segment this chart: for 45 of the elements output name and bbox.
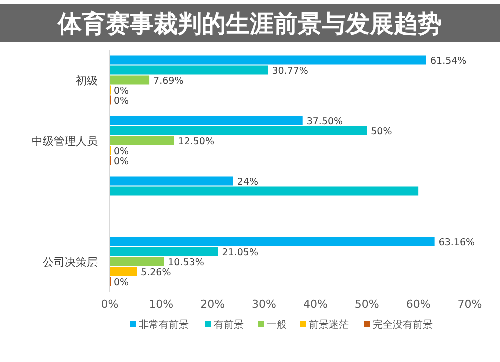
x-tick-label: 40% [303,298,328,311]
bar [110,66,268,75]
data-label: 5.26% [141,267,172,278]
legend-label: 前景迷茫 [309,319,349,331]
data-label: 30.77% [272,66,308,77]
bar [110,126,368,136]
bar [110,267,138,276]
x-tick-label: 50% [354,298,380,311]
x-tick-label: 70% [458,298,482,311]
x-tick-label: 60% [406,298,431,311]
legend-label: 一般 [267,320,287,331]
data-label: 21.05% [222,247,258,258]
data-label: 12.50% [178,136,215,148]
bar [110,176,234,186]
bar [110,56,426,65]
legend-label: 有前景 [214,319,244,331]
data-label: 10.53% [168,257,204,268]
data-label: 61.54% [430,56,467,67]
bar [110,257,164,266]
y-tick-label: 中级管理人员 [32,134,98,148]
data-label: 0% [114,96,130,107]
bar [110,247,218,256]
y-tick-label: 公司决策层 [43,256,98,269]
data-label: 0% [114,156,130,168]
bar [110,237,435,246]
x-tick-label: 20% [200,298,226,311]
data-label: 7.69% [154,76,184,87]
bar [110,136,174,146]
data-label: 50% [371,126,392,138]
bar [110,116,303,126]
legend-label: 完全没有前景 [373,319,433,331]
data-label: 37.50% [306,116,344,128]
data-label: 0% [114,86,130,97]
data-label: 63.16% [438,237,476,248]
x-tick-label: 30% [252,298,277,311]
data-label: 24% [237,176,259,188]
data-label: 0% [114,277,130,288]
chart-title: 体育赛事裁判的生涯前景与发展趋势 [57,10,442,38]
x-tick-label: 10% [149,298,174,311]
bar [110,186,419,196]
bar [110,76,150,85]
data-label: 0% [114,146,130,158]
legend-label: 非常有前景 [139,319,189,331]
x-tick-label: 0% [101,298,119,311]
y-tick-label: 初级 [76,74,98,88]
